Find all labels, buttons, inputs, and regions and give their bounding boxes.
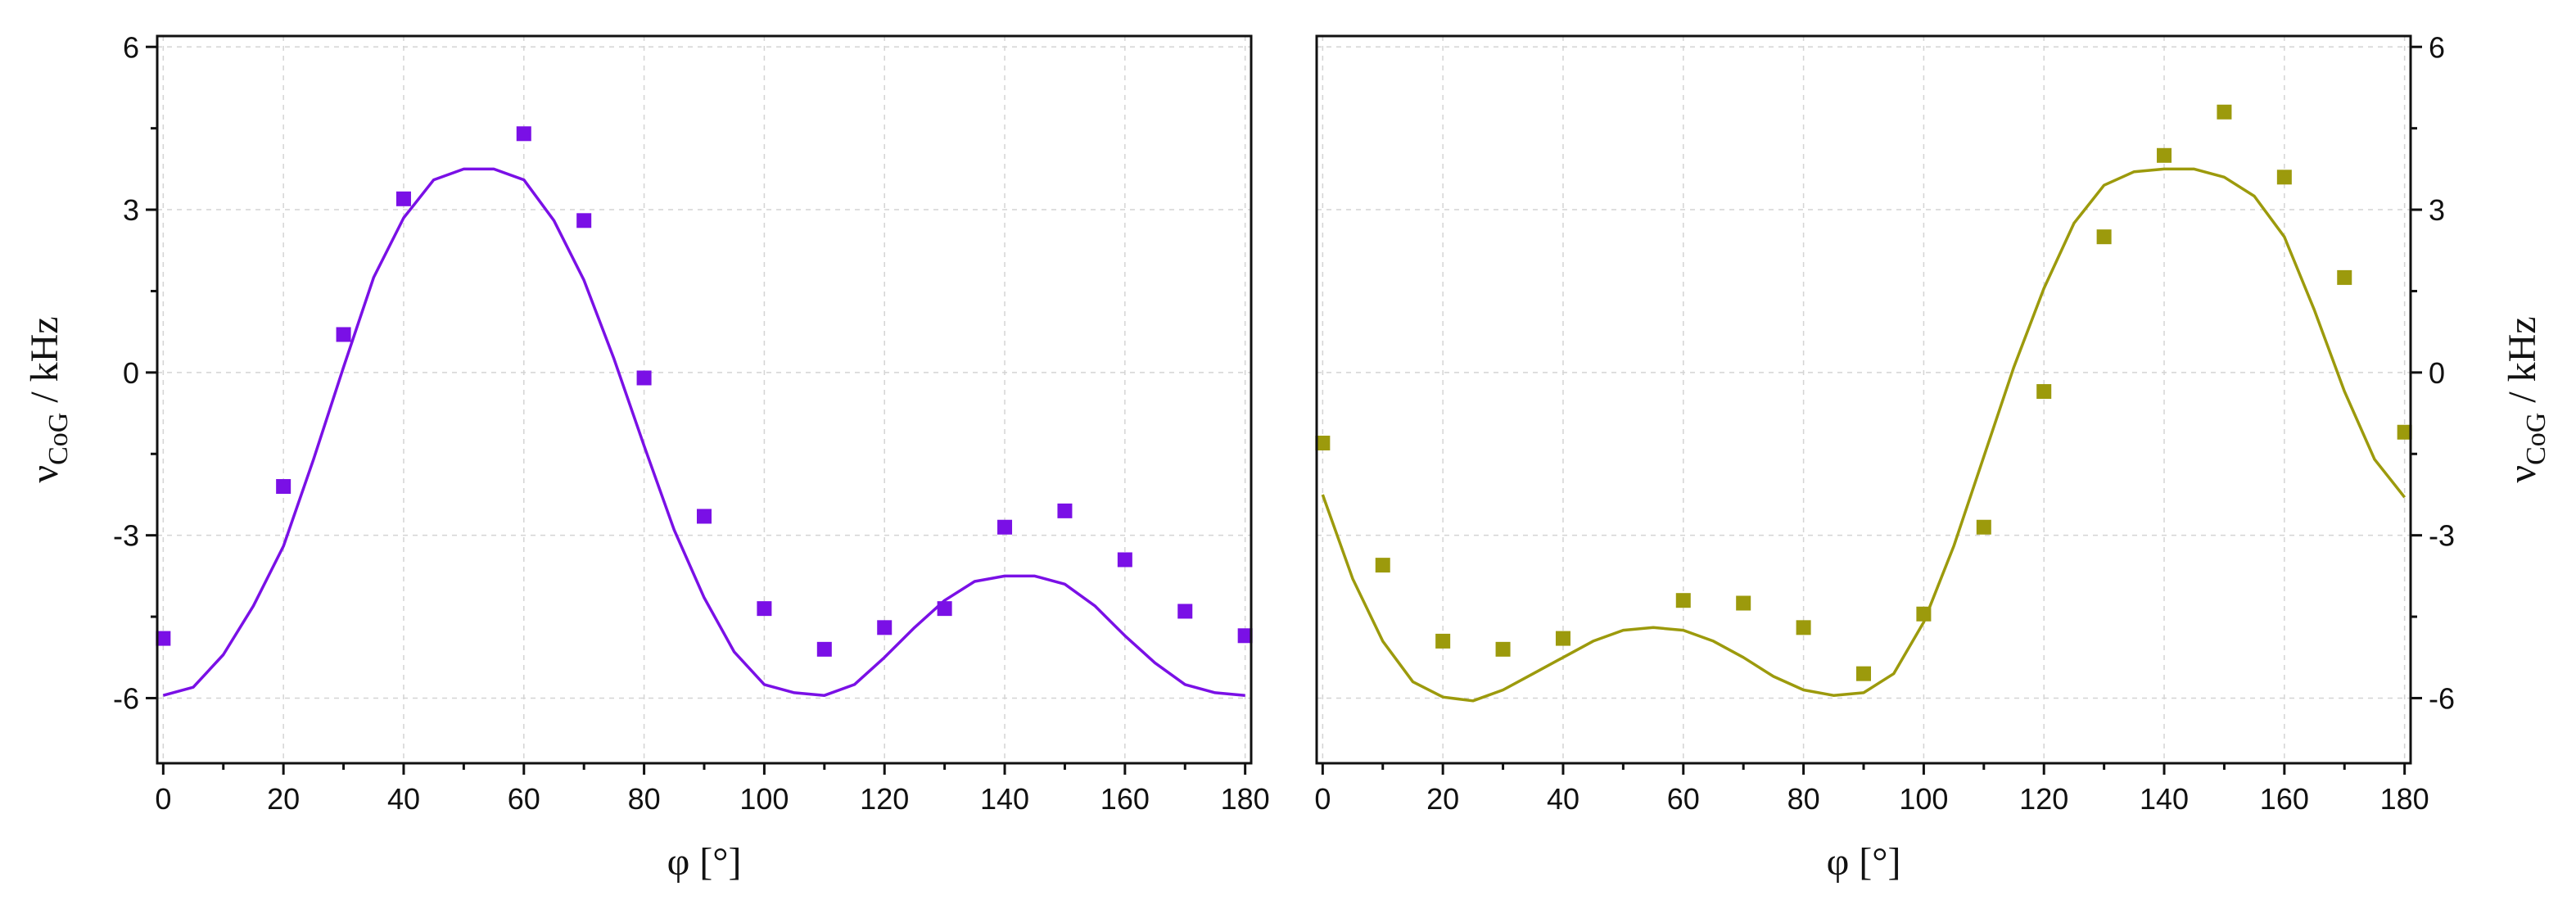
x-tick-label: 140 [2140,782,2189,816]
x-tick-label: 180 [2380,782,2429,816]
data-point [1315,436,1331,451]
data-point [1736,595,1751,611]
data-point [1856,666,1871,681]
y-axis-unit: / kHz [2501,316,2544,412]
y-tick-label: -3 [113,519,139,553]
x-tick-label: 20 [1426,782,1459,816]
x-tick-label: 160 [1100,782,1150,816]
y-axis-unit: / kHz [23,316,66,412]
y-tick-label: 3 [123,193,139,227]
data-point [697,509,712,524]
plot-frame [156,34,1253,765]
y-tick-label: -6 [2429,681,2455,715]
x-tick-label: 100 [739,782,789,816]
y-axis-title: νCoG / kHz [2501,316,2551,482]
y-tick-label: -3 [2429,519,2455,553]
fit-curve [162,167,1245,697]
right-chart-panel: 0 20 40 60 80 100 120 140 160 180 -6 -3 0 3 6 φ [°] νCoG… [1314,30,2551,884]
data-point [1495,641,1511,657]
data-point [1237,628,1253,644]
data-point [937,601,952,617]
data-point [2397,424,2412,440]
y-axis-symbol: ν [23,465,66,483]
data-point [636,370,652,386]
data-point [395,191,411,206]
data-point [576,213,592,228]
x-tick-label: 20 [267,782,300,816]
y-tick-label: 0 [123,356,139,390]
x-tick-label: 160 [2260,782,2309,816]
left-chart-panel: 0 20 40 60 80 100 120 140 160 180 -6 -3 0 3 6 φ [°] νCoG… [23,30,1270,884]
x-tick-label: 80 [1787,782,1820,816]
x-tick-label: 140 [980,782,1029,816]
y-axis-subscript: CoG [43,413,74,465]
data-point [816,641,832,657]
data-point [276,479,291,495]
y-axis-subscript: CoG [2521,413,2551,465]
x-tick-label: 0 [1314,782,1331,816]
x-tick-label: 80 [628,782,661,816]
x-tick-label: 120 [860,782,909,816]
data-point [516,126,531,142]
plot-frame [1315,34,2412,765]
data-point [2217,104,2232,120]
x-axis-title: φ [°] [667,840,742,884]
data-point [1916,606,1932,622]
x-tick-label: 40 [387,782,420,816]
x-tick-label: 180 [1221,782,1270,816]
y-tick-label: 6 [123,30,139,64]
x-tick-label: 0 [155,782,171,816]
data-point [336,327,351,342]
data-point [1555,631,1570,646]
y-axis-title: νCoG / kHz [23,316,74,482]
y-tick-label: 6 [2429,30,2445,64]
data-point [877,620,893,635]
x-tick-label: 100 [1899,782,1948,816]
fit-curve [1321,167,2407,703]
data-point [1435,633,1451,649]
data-point [1375,558,1390,573]
data-point [1117,552,1132,568]
x-tick-label: 60 [508,782,540,816]
data-point [997,519,1013,535]
x-axis-title: φ [°] [1827,840,1901,884]
data-point [757,601,772,617]
data-point [1976,519,1991,535]
x-tick-label: 60 [1667,782,1700,816]
data-point [1796,620,1811,635]
x-tick-label: 120 [2019,782,2068,816]
x-tick-label: 40 [1547,782,1579,816]
data-point [2276,170,2292,185]
y-tick-label: 3 [2429,193,2445,227]
data-point [2036,384,2052,400]
data-point [1675,593,1691,608]
y-tick-label: 0 [2429,356,2445,390]
data-point [1057,503,1073,518]
data-point [1177,604,1193,619]
data-point [156,631,171,646]
data-point [2337,269,2352,285]
y-axis-symbol: ν [2501,465,2544,483]
y-tick-label: -6 [113,681,139,715]
data-point [2096,229,2112,245]
data-point [2157,147,2172,163]
